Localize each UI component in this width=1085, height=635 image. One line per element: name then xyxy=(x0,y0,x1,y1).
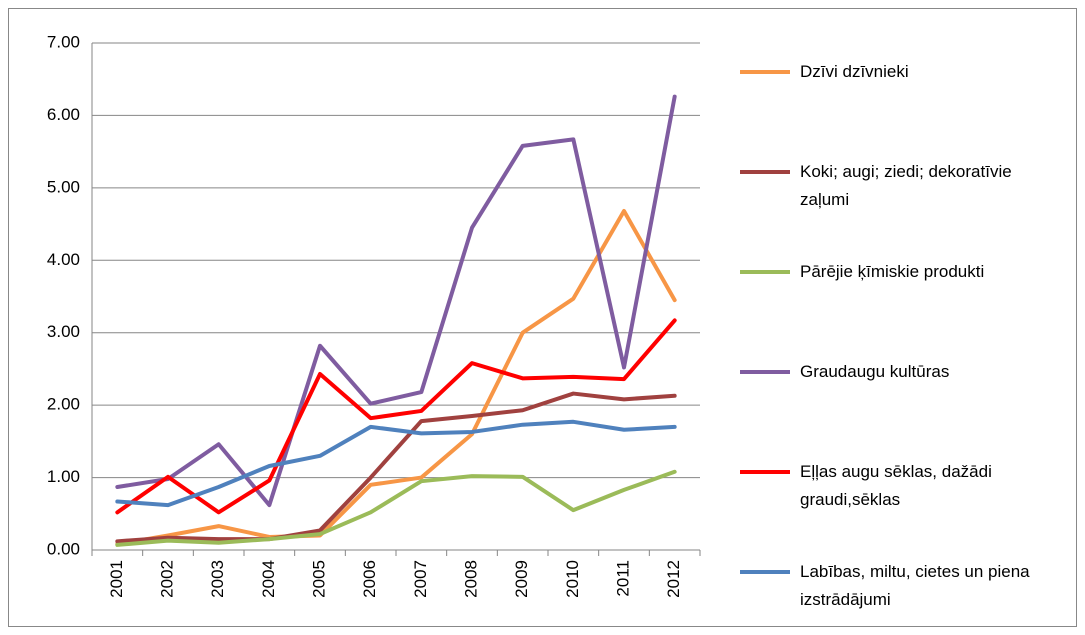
y-tick-label: 4.00 xyxy=(47,250,80,269)
legend-label: Eļļas augu sēklas, dažādi graudi,sēklas xyxy=(800,462,992,509)
y-tick-label: 3.00 xyxy=(47,322,80,341)
series-line xyxy=(115,318,677,515)
series-line xyxy=(115,391,677,544)
x-tick-label: 2002 xyxy=(157,560,176,598)
legend-label: Pārējie ķīmiskie produkti xyxy=(800,262,985,281)
x-tick-label: 2008 xyxy=(461,560,480,598)
y-tick-label: 1.00 xyxy=(47,467,80,486)
x-tick-label: 2005 xyxy=(309,560,328,598)
x-tick-label: 2009 xyxy=(512,560,531,598)
series-line xyxy=(115,469,677,547)
x-tick-label: 2010 xyxy=(563,560,582,598)
x-tick-label: 2001 xyxy=(107,560,126,598)
x-tick-label: 2003 xyxy=(208,560,227,598)
x-tick-label: 2012 xyxy=(664,560,683,598)
y-tick-label: 5.00 xyxy=(47,177,80,196)
y-tick-label: 0.00 xyxy=(47,539,80,558)
series-line xyxy=(115,209,677,547)
legend-label: Graudaugu kultūras xyxy=(800,362,950,381)
legend-label: Koki; augi; ziedi; dekoratīvie zaļumi xyxy=(800,162,1012,209)
series-line xyxy=(115,94,677,508)
y-tick-label: 2.00 xyxy=(47,395,80,414)
legend-label: Dzīvi dzīvnieki xyxy=(800,62,909,81)
chart-border xyxy=(8,8,1077,627)
y-tick-label: 7.00 xyxy=(47,32,80,51)
series-line xyxy=(115,419,677,508)
x-tick-label: 2011 xyxy=(613,560,632,597)
x-tick-label: 2007 xyxy=(411,560,430,598)
x-tick-label: 2004 xyxy=(259,560,278,598)
legend-label: Labības, miltu, cietes un piena izstrādā… xyxy=(800,562,1030,609)
y-tick-label: 6.00 xyxy=(47,105,80,124)
x-tick-label: 2006 xyxy=(360,560,379,598)
